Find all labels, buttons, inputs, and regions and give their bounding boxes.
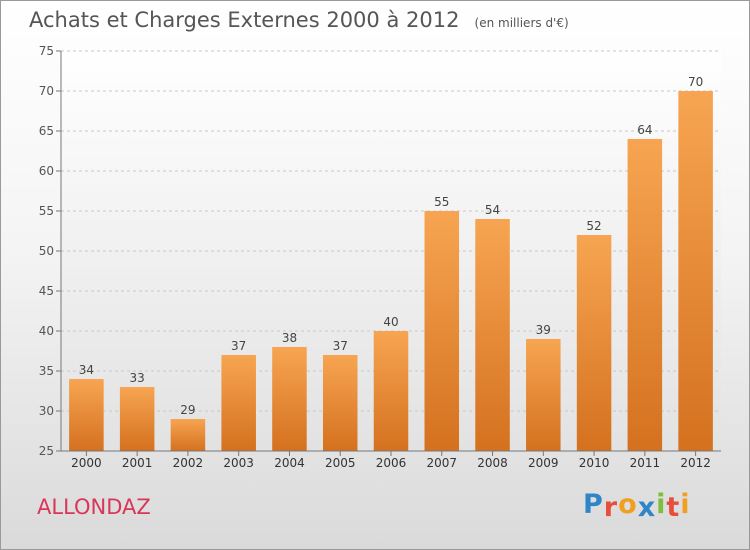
bar-2009	[526, 339, 561, 451]
bar-2011	[627, 139, 663, 451]
x-tick-label: 2000	[71, 456, 102, 470]
data-label: 34	[79, 363, 94, 377]
y-tick-label: 30	[39, 404, 54, 418]
data-label: 29	[180, 403, 195, 417]
data-label: 33	[130, 371, 145, 385]
logo-letter: i	[680, 489, 691, 520]
x-tick-label: 2006	[376, 456, 407, 470]
chart-title: Achats et Charges Externes 2000 à 2012	[29, 8, 460, 32]
data-label: 54	[485, 203, 500, 217]
logo-letter: t	[666, 492, 681, 523]
y-tick-label: 35	[39, 364, 54, 378]
bar-2005	[322, 355, 358, 451]
logo-letter: o	[618, 489, 638, 520]
y-tick-label: 40	[39, 324, 54, 338]
y-tick-label: 25	[39, 444, 54, 458]
y-tick-label: 60	[39, 164, 54, 178]
y-tick-label: 70	[39, 84, 54, 98]
data-label: 37	[231, 339, 246, 353]
x-tick-label: 2011	[630, 456, 661, 470]
bar-2004	[272, 347, 307, 451]
grid-lines	[61, 50, 721, 412]
x-tick-label: 2002	[173, 456, 204, 470]
x-tick-labels: 2000 2001 2002 2003 2004 2005 2006 2007 2008 2009…	[71, 451, 711, 470]
bar-2001	[119, 387, 155, 451]
data-label: 40	[383, 315, 398, 329]
chart-unit: (en milliers d'€)	[474, 16, 569, 30]
x-tick-label: 2004	[274, 456, 305, 470]
title-row: Achats et Charges Externes 2000 à 2012 (…	[29, 8, 569, 32]
bar-2007	[424, 211, 460, 451]
logo-letter: P	[583, 489, 604, 520]
data-label: 39	[536, 323, 551, 337]
bar-2002	[170, 419, 206, 451]
logo-letter: x	[637, 492, 657, 523]
logo-letter: i	[656, 489, 667, 520]
y-tick-label: 45	[39, 284, 54, 298]
y-tick-label: 55	[39, 204, 54, 218]
data-label: 70	[688, 75, 703, 89]
data-label: 38	[282, 331, 297, 345]
x-tick-label: 2005	[325, 456, 356, 470]
commune-name: ALLONDAZ	[37, 495, 151, 519]
bar-2006	[373, 331, 409, 451]
logo-letter: r	[603, 492, 619, 523]
bar-2012	[678, 91, 713, 451]
proxiti-logo: Proxiti	[583, 489, 691, 523]
x-tick-label: 2009	[528, 456, 559, 470]
data-label: 64	[637, 123, 652, 137]
data-labels: 34 33 29 37 38 37 40 55 54 39 52 64 70	[79, 75, 704, 417]
x-tick-label: 2012	[680, 456, 711, 470]
y-tick-labels: 25 30 35 40 45 50 55 60 65 70 75	[39, 44, 61, 458]
data-label: 37	[333, 339, 348, 353]
x-tick-label: 2007	[426, 456, 457, 470]
data-label: 55	[434, 195, 449, 209]
bar-2003	[221, 355, 256, 451]
x-tick-label: 2003	[223, 456, 254, 470]
x-tick-label: 2010	[579, 456, 610, 470]
bars	[69, 91, 713, 451]
bar-2000	[69, 379, 104, 451]
y-tick-label: 50	[39, 244, 54, 258]
x-tick-label: 2008	[477, 456, 508, 470]
x-tick-label: 2001	[122, 456, 153, 470]
y-tick-label: 75	[39, 44, 54, 58]
data-label: 52	[586, 219, 601, 233]
y-tick-label: 65	[39, 124, 54, 138]
bar-2008	[475, 219, 510, 451]
bar-2010	[576, 235, 612, 451]
